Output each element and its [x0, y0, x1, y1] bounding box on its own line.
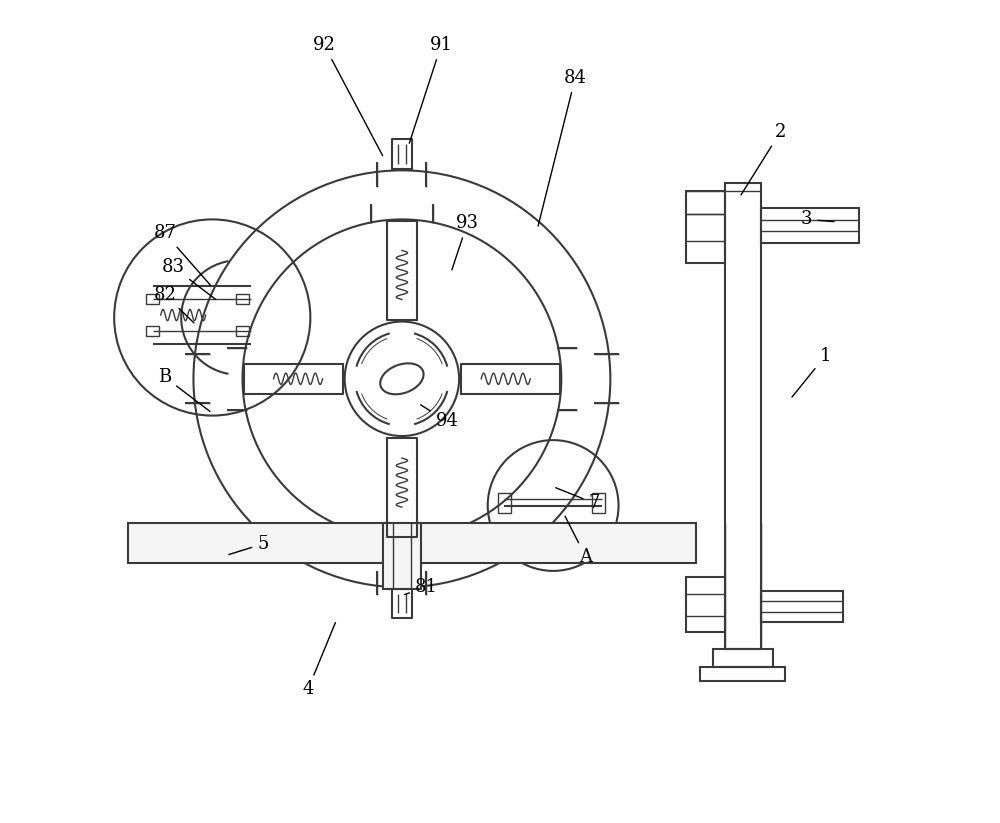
Bar: [236, 327, 249, 337]
Bar: [700, 667, 785, 681]
Bar: [725, 183, 761, 649]
Bar: [592, 493, 605, 513]
Bar: [686, 577, 725, 632]
Text: A: A: [565, 516, 592, 566]
Text: 4: 4: [302, 622, 335, 699]
Text: 5: 5: [229, 535, 269, 555]
Bar: [146, 294, 159, 304]
Bar: [128, 523, 696, 563]
Text: 92: 92: [313, 36, 383, 156]
Bar: [713, 649, 773, 667]
Text: 2: 2: [741, 123, 786, 195]
Text: 87: 87: [153, 225, 210, 285]
Text: B: B: [158, 368, 210, 412]
Text: 91: 91: [409, 36, 453, 143]
Bar: [146, 327, 159, 337]
Text: 83: 83: [162, 258, 216, 300]
Bar: [498, 493, 511, 513]
Text: 7: 7: [556, 488, 600, 512]
Bar: [383, 523, 421, 589]
Bar: [761, 208, 859, 243]
Bar: [686, 191, 725, 263]
Text: 81: 81: [405, 579, 438, 596]
Text: 93: 93: [452, 215, 479, 270]
Text: 82: 82: [153, 286, 194, 323]
Bar: [236, 294, 249, 304]
Text: 1: 1: [792, 347, 831, 397]
Text: 94: 94: [421, 405, 458, 430]
Text: 3: 3: [801, 211, 834, 229]
Bar: [761, 591, 843, 622]
Text: 84: 84: [538, 69, 587, 226]
